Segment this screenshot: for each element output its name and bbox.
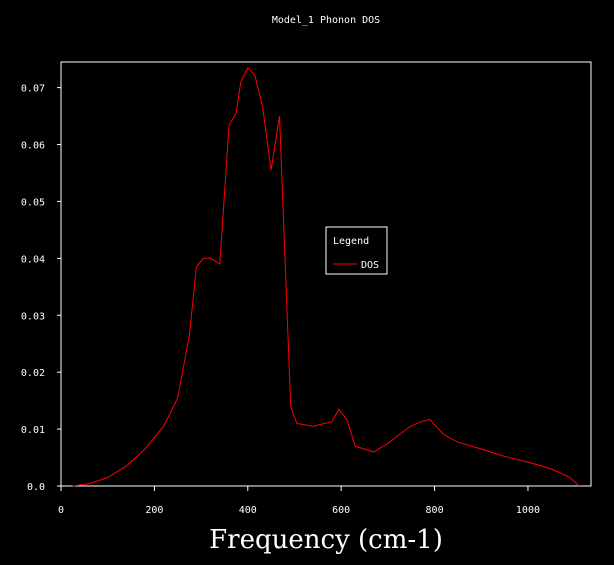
- y-axis-ticks: 0.0 0.01 0.02 0.03 0.04 0.05 0.06 0.07: [21, 84, 61, 493]
- legend-box: [325, 226, 388, 275]
- y-tick-label: 0.0: [27, 482, 45, 493]
- plot-frame: [60, 61, 592, 487]
- legend: Legend DOS: [325, 226, 388, 275]
- y-tick-label: 0.05: [21, 197, 45, 208]
- x-tick-label: 200: [145, 505, 163, 516]
- y-tick-label: 0.01: [21, 425, 45, 436]
- x-axis-ticks: 0 200 400 600 800 1000: [58, 486, 540, 516]
- x-tick-label: 600: [332, 505, 350, 516]
- x-axis-label: Frequency (cm-1): [209, 525, 443, 555]
- dos-series-line: [72, 66, 580, 487]
- x-tick-label: 0: [58, 505, 64, 516]
- y-tick-label: 0.03: [21, 311, 45, 322]
- y-tick-label: 0.06: [21, 141, 45, 152]
- y-tick-label: 0.07: [21, 84, 45, 95]
- legend-title: Legend: [333, 236, 369, 247]
- x-tick-label: 1000: [516, 505, 540, 516]
- legend-entry-dos: DOS: [361, 260, 379, 271]
- y-tick-label: 0.04: [21, 254, 45, 265]
- y-tick-label: 0.02: [21, 368, 45, 379]
- chart-title: Model_1 Phonon DOS: [272, 15, 380, 26]
- x-tick-label: 400: [239, 505, 257, 516]
- x-tick-label: 800: [426, 505, 444, 516]
